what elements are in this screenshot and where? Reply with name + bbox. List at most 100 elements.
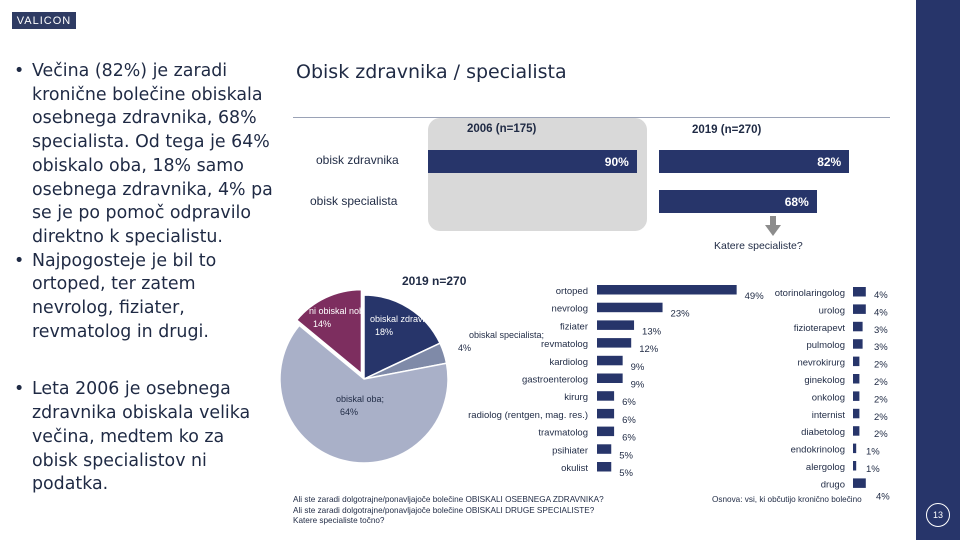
specialist-bar (853, 408, 860, 419)
specialist-value: 23% (671, 309, 691, 320)
arrow-shaft (770, 216, 776, 226)
specialist-value: 5% (619, 468, 633, 479)
specialist-label: internist (812, 410, 846, 421)
divider (293, 117, 890, 118)
pie-title: 2019 n=270 (402, 274, 467, 288)
specialist-bar (853, 478, 866, 488)
specialist-value: 4% (876, 491, 890, 502)
specialist-value: 6% (622, 415, 636, 426)
pie-slice-value: 64% (340, 407, 358, 417)
specialist-value: 5% (619, 450, 633, 461)
data-label: 68% (784, 195, 809, 209)
specialist-bar (597, 391, 615, 401)
specialist-label: endokrinolog (791, 445, 845, 456)
arrow-down-icon (765, 225, 781, 236)
specialist-value: 9% (631, 380, 645, 391)
legend-2019: 2019 (n=270) (692, 124, 762, 136)
specialist-value: 2% (874, 377, 888, 388)
category-label: obisk specialista (310, 194, 398, 208)
specialist-bar (853, 339, 863, 349)
footnote-line: Katere specialiste točno? (293, 516, 385, 525)
specialist-value: 49% (745, 291, 765, 302)
specialist-bar (597, 426, 615, 437)
specialist-bar (853, 391, 860, 401)
bullet-list: Večina (82%) je zaradi kronične bolečine… (14, 60, 274, 497)
bullet-item: Leta 2006 je osebnega zdravnika obiskala… (14, 378, 274, 497)
valicon-logo: VALICON (12, 12, 76, 29)
year-2006-panel (428, 118, 647, 231)
specialist-bar (853, 321, 863, 332)
specialist-label: nevrokirurg (797, 358, 845, 369)
specialist-bar (597, 444, 612, 454)
specialist-bar (597, 302, 663, 313)
bullet-item: Večina (82%) je zaradi kronične bolečine… (14, 60, 274, 250)
specialist-bar (597, 408, 615, 419)
data-label: 82% (817, 155, 842, 169)
pie-slice-label: obiskal specialista; (469, 330, 544, 340)
specialist-value: 9% (631, 362, 645, 373)
specialist-label: radiolog (rentgen, mag. res.) (468, 410, 588, 421)
footnote: Ali ste zaradi dolgotrajne/ponavljajoče … (293, 495, 604, 527)
specialist-label: alergolog (806, 462, 845, 473)
sidebar-band (916, 0, 960, 540)
specialist-label: fizioterapevt (794, 323, 846, 334)
category-label: obisk zdravnika (316, 153, 399, 167)
page-number: 13 (926, 503, 950, 527)
pie-slice-label: obiskal oba; (336, 394, 384, 404)
specialist-label: pulmolog (806, 340, 845, 351)
specialist-label: nevrolog (552, 304, 588, 315)
specialist-label: travmatolog (538, 428, 588, 439)
specialist-bar (597, 462, 612, 472)
specialist-value: 12% (639, 344, 659, 355)
pie-slice-value: 14% (313, 319, 331, 329)
specialist-value: 1% (866, 464, 880, 475)
specialist-value: 4% (874, 290, 888, 301)
specialist-bar (853, 356, 860, 367)
specialist-label: psihiater (552, 445, 588, 456)
specialist-value: 3% (874, 342, 888, 353)
specialist-label: urolog (819, 305, 845, 316)
pie-slice-label: obiskal zdravnika; (370, 314, 442, 324)
specialist-value: 6% (622, 397, 636, 408)
bullet-item: Najpogosteje je bil to ortoped, ter zate… (14, 250, 274, 345)
specialist-bar (853, 426, 860, 436)
specialist-label: diabetolog (801, 427, 845, 438)
pie-slice (279, 324, 449, 464)
base-note: Osnova: vsi, ki občutijo kronično boleči… (712, 495, 862, 504)
specialist-label: kirurg (564, 392, 588, 403)
specialist-value: 2% (874, 429, 888, 440)
specialist-label: kardiolog (549, 357, 588, 368)
specialist-value: 2% (874, 394, 888, 405)
specialist-value: 13% (642, 326, 662, 337)
data-label: 90% (604, 155, 629, 169)
specialist-bar (597, 355, 623, 366)
pie-slice (363, 294, 442, 381)
specialist-label: fiziater (560, 321, 588, 332)
specialist-bar (597, 320, 635, 330)
specialist-value: 4% (874, 307, 888, 318)
specialist-bar (853, 443, 857, 454)
specialist-label: gastroenterolog (522, 375, 588, 386)
pie-slice-value: 18% (375, 327, 393, 337)
specialist-bar (853, 461, 857, 471)
pie-slice-label: ni obiskal nobenega; (309, 306, 392, 316)
legend-2006: 2006 (n=175) (467, 123, 537, 135)
footnote-line: Ali ste zaradi dolgotrajne/ponavljajoče … (293, 505, 595, 515)
specialist-label: drugo (821, 479, 845, 490)
bar-2006-obisk-zdravnika (428, 150, 637, 173)
specialist-value: 3% (874, 325, 888, 336)
specialist-label: onkolog (812, 392, 845, 403)
specialist-label: ortoped (556, 286, 588, 297)
pie-slice-value: 4% (458, 343, 471, 353)
specialist-value: 1% (866, 447, 880, 458)
specialist-bar (853, 304, 866, 314)
specialist-label: ginekolog (804, 375, 845, 386)
specialist-label: revmatolog (541, 339, 588, 350)
specialist-bar (853, 374, 860, 384)
pie-slice (295, 288, 363, 376)
specialist-bar (853, 287, 866, 297)
specialist-value: 6% (622, 433, 636, 444)
specialist-value: 2% (874, 360, 888, 371)
page-title: Obisk zdravnika / specialista (296, 61, 567, 83)
specialist-bar (597, 373, 623, 383)
